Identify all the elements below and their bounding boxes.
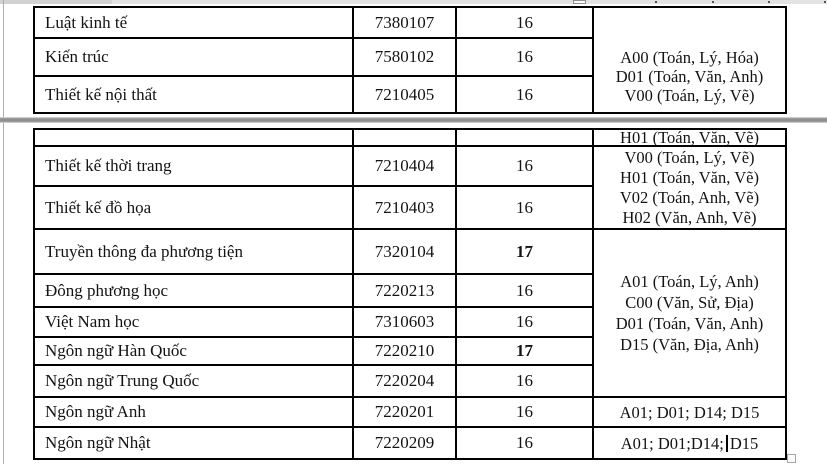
table-row: Ngôn ngữ Trung Quốc 7220204 16 [33,364,786,398]
combo-line: C00 (Văn, Sử, Địa) [625,293,754,312]
major-cell[interactable]: Thiết kế nội thất [33,75,354,114]
score-cell[interactable]: 16 [455,306,594,338]
major-cell[interactable]: Luật kinh tế [33,6,354,39]
combo-line: H01 (Toán, Văn, Vẽ) [620,167,759,187]
combo-line: V02 (Toán, Anh, Vẽ) [619,187,760,207]
table-row: Thiết kế nội thất 7210405 16 [33,75,786,114]
code-cell[interactable]: 7220204 [352,364,457,398]
ruler-tick [824,1,826,3]
major-cell[interactable]: Đông phương học [33,273,354,308]
table-row: Ngôn ngữ Nhật 7220209 16 A01; D01;D14; D1… [33,426,787,460]
table-row: Ngôn ngữ Hàn Quốc 7220210 17 [33,336,786,366]
table-row: Truyền thông đa phương tiện 7320104 17 A… [33,228,787,398]
code-cell[interactable]: 7220210 [352,336,457,366]
score-cell[interactable]: 16 [455,185,594,230]
combo-line: D15 (Văn, Địa, Anh) [620,335,759,354]
page-edge-line [3,0,4,464]
score-cell[interactable]: 16 [455,37,594,77]
ruler-tick [768,1,770,3]
score-cell[interactable]: 16 [455,364,594,398]
combo-line: D01 (Toán, Văn, Anh) [615,314,764,333]
score-cell[interactable]: 17 [455,228,594,275]
admission-table-bottom: H01 (Toán, Văn, Vẽ) Thiết kế thời trang … [33,128,787,460]
code-cell[interactable]: 7310603 [352,306,457,338]
code-cell[interactable]: 7210403 [352,185,457,230]
table-row: Kiến trúc 7580102 16 [33,37,786,77]
score-cell[interactable]: 16 [455,6,594,39]
combo-line: H02 (Văn, Anh, Vẽ) [622,207,757,227]
major-cell-empty[interactable] [33,128,354,147]
code-cell[interactable]: 7220213 [352,273,457,308]
table-row: Việt Nam học 7310603 16 [33,306,786,338]
table-row: Luật kinh tế 7380107 16 A00 (Toán, Lý, H… [33,6,787,114]
combo-line: D01 (Toán, Văn, Anh) [615,67,764,86]
major-cell[interactable]: Thiết kế thời trang [33,145,354,187]
major-cell[interactable]: Thiết kế đồ họa [33,185,354,230]
table-row: H01 (Toán, Văn, Vẽ) [33,128,787,147]
code-cell[interactable]: 7380107 [352,6,457,39]
combo-text-before-cursor: A01; D01;D14; [620,433,724,453]
combination-cell[interactable]: A01; D01; D14; D15 [592,396,787,428]
combination-cell[interactable]: A01; D01;D14; D15 [592,426,787,460]
ruler-indent-marker[interactable] [573,0,586,4]
table-row: Thiết kế thời trang 7210404 16 V00 (Toán… [33,145,787,230]
combination-cell[interactable]: H01 (Toán, Văn, Vẽ) [592,128,787,147]
ruler-margin-segment [0,0,112,4]
code-cell[interactable]: 7220201 [352,396,457,428]
major-cell[interactable]: Ngôn ngữ Hàn Quốc [33,336,354,366]
combination-cell[interactable]: A01 (Toán, Lý, Anh) C00 (Văn, Sử, Địa) D… [592,228,787,398]
table-resize-handle[interactable] [787,454,796,463]
score-cell[interactable]: 17 [455,336,594,366]
combination-cell[interactable]: V00 (Toán, Lý, Vẽ) H01 (Toán, Văn, Vẽ) V… [592,145,787,230]
combination-cell[interactable]: A00 (Toán, Lý, Hóa) D01 (Toán, Văn, Anh)… [592,6,787,114]
score-cell[interactable]: 16 [455,145,594,187]
score-cell[interactable]: 16 [455,426,594,460]
major-cell[interactable]: Ngôn ngữ Trung Quốc [33,364,354,398]
ruler-tick [712,1,714,3]
table-row: Đông phương học 7220213 16 [33,273,786,308]
table-row: Ngôn ngữ Anh 7220201 16 A01; D01; D14; D… [33,396,787,428]
admission-table-top: Luật kinh tế 7380107 16 A00 (Toán, Lý, H… [33,6,787,114]
code-cell[interactable]: 7210404 [352,145,457,187]
score-cell[interactable]: 16 [455,396,594,428]
text-cursor [725,434,728,452]
horizontal-ruler [0,0,827,4]
code-cell-empty[interactable] [352,128,457,147]
score-cell[interactable]: 16 [455,75,594,114]
major-cell[interactable]: Kiến trúc [33,37,354,77]
code-cell[interactable]: 7320104 [352,228,457,275]
table-row: Thiết kế đồ họa 7210403 16 [33,185,786,230]
score-cell[interactable]: 16 [455,273,594,308]
combo-line: A00 (Toán, Lý, Hóa) [620,48,759,67]
score-cell-empty[interactable] [455,128,594,147]
major-cell[interactable]: Việt Nam học [33,306,354,338]
code-cell[interactable]: 7580102 [352,37,457,77]
major-cell[interactable]: Ngôn ngữ Nhật [33,426,354,460]
page-break-divider [0,117,827,123]
code-cell[interactable]: 7210405 [352,75,457,114]
combo-line: V00 (Toán, Lý, Vẽ) [624,147,755,167]
combo-line: V00 (Toán, Lý, Vẽ) [624,86,755,105]
major-cell[interactable]: Truyền thông đa phương tiện [33,228,354,275]
code-cell[interactable]: 7220209 [352,426,457,460]
ruler-tick [655,1,657,3]
combo-text-after-cursor: D15 [729,433,759,453]
major-cell[interactable]: Ngôn ngữ Anh [33,396,354,428]
combo-line: A01 (Toán, Lý, Anh) [620,272,759,291]
